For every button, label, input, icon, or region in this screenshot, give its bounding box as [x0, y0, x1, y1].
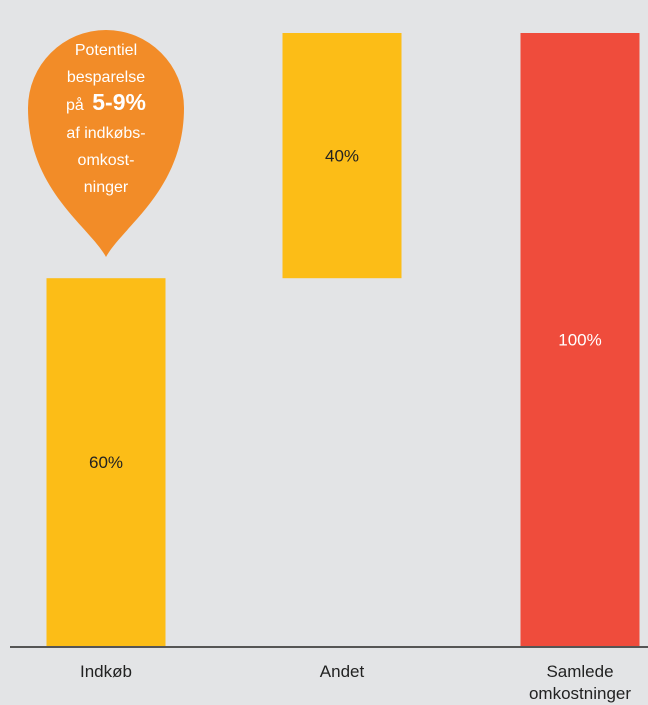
category-label-line: omkostninger — [529, 684, 631, 703]
callout-inline-prefix: på — [66, 96, 84, 114]
callout-line-5: omkost- — [78, 152, 135, 169]
callout-line-1: Potentiel — [75, 42, 137, 59]
category-label-3: Samlede omkostninger — [529, 662, 631, 703]
bar-3 — [520, 33, 640, 646]
bar-value-label-2: 40% — [325, 147, 359, 166]
bar-value-label-3: 100% — [558, 331, 601, 350]
category-labels-group: Indkøb Andet Samlede omkostninger — [80, 662, 631, 703]
callout-savings-range: 5-9% — [92, 89, 146, 115]
callout-line-4: af indkøbs- — [66, 125, 145, 142]
savings-callout: Potentiel besparelse på 5-9% af indkøbs-… — [28, 30, 184, 257]
bar-1 — [46, 278, 166, 646]
bar-2 — [282, 33, 402, 279]
callout-line-6: ninger — [84, 179, 129, 196]
callout-pin-shape — [28, 30, 184, 257]
category-label-line: Samlede — [546, 662, 613, 681]
bars-group: 60% 40% 100% — [46, 33, 640, 646]
category-label-1: Indkøb — [80, 662, 132, 681]
callout-highlight-line: på 5-9% — [66, 89, 146, 115]
callout-line-2: besparelse — [67, 69, 145, 86]
category-label-line: Indkøb — [80, 662, 132, 681]
bar-value-label-1: 60% — [89, 453, 123, 472]
category-label-2: Andet — [320, 662, 365, 681]
category-label-line: Andet — [320, 662, 365, 681]
